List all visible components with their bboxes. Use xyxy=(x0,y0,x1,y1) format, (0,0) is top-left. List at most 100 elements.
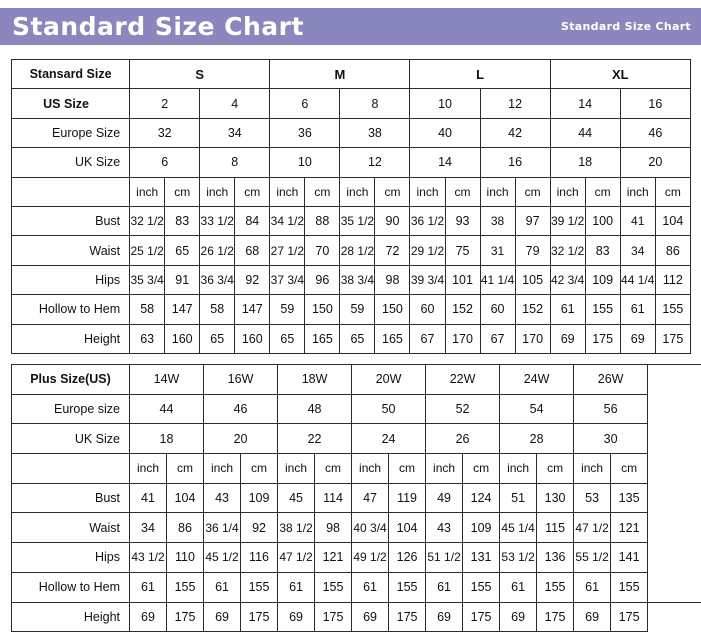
plus-size-16w: 16W xyxy=(203,364,279,395)
cell: 43 xyxy=(203,482,242,514)
cell: 59 xyxy=(339,294,376,325)
unit-cell: cm xyxy=(164,176,201,207)
cell: 44 xyxy=(128,393,205,425)
cell: 69 xyxy=(425,601,464,633)
cell: 30 xyxy=(573,423,649,455)
cell: 42 xyxy=(479,117,551,149)
cell: 155 xyxy=(462,571,501,603)
cell: 83 xyxy=(164,205,201,237)
cell: 69 xyxy=(573,601,612,633)
cell: 41 1/4 xyxy=(479,264,516,296)
standard-table-body: Stansard Size S M L XL US Size 2 4 6 8 1… xyxy=(10,58,692,354)
row-label: Hips xyxy=(11,542,130,573)
cell: 104 xyxy=(388,512,427,544)
cell: 63 xyxy=(129,323,166,354)
cell: 28 1/2 xyxy=(339,235,376,266)
plus-size-table: Plus Size(US) 14W 16W 18W 20W 22W 24W 26… xyxy=(11,364,701,633)
row-label: Bust xyxy=(10,205,131,237)
unit-cell: inch xyxy=(129,176,166,207)
row-label: Europe size xyxy=(11,393,130,425)
unit-cell: inch xyxy=(549,176,586,207)
cell: 130 xyxy=(536,482,575,514)
cell: 155 xyxy=(584,294,621,325)
cell: 31 xyxy=(479,235,516,266)
cell: 29 1/2 xyxy=(409,235,446,266)
cell: 35 3/4 xyxy=(129,264,166,296)
cell: 152 xyxy=(514,294,551,325)
cell: 165 xyxy=(304,323,341,354)
cell: 53 1/2 xyxy=(499,542,538,573)
cell: 10 xyxy=(409,88,481,119)
cell: 34 xyxy=(199,117,271,149)
cell: 65 xyxy=(269,323,306,354)
table-row: US Size 2 4 6 8 10 12 14 16 xyxy=(10,88,692,119)
cell: 18 xyxy=(128,423,205,455)
cell: 175 xyxy=(584,323,621,354)
cell: 109 xyxy=(584,264,621,296)
cell: 155 xyxy=(654,294,692,325)
cell: 155 xyxy=(314,571,353,603)
cell: 56 xyxy=(573,393,649,425)
unit-cell: inch xyxy=(269,176,306,207)
cell: 155 xyxy=(388,571,427,603)
cell: 69 xyxy=(129,601,167,633)
cell: 49 1/2 xyxy=(351,542,390,573)
cell: 52 xyxy=(425,393,501,425)
unit-cell: inch xyxy=(339,176,376,207)
row-label: Height xyxy=(11,601,130,633)
cell: 98 xyxy=(314,512,353,544)
unit-cell: inch xyxy=(351,453,390,484)
cell: 93 xyxy=(444,205,481,237)
cell: 68 xyxy=(234,235,271,266)
plus-row-label-header: Plus Size(US) xyxy=(11,364,130,395)
cell: 101 xyxy=(444,264,481,296)
cell: 40 3/4 xyxy=(351,512,390,544)
cell: 155 xyxy=(536,571,575,603)
unit-cell: cm xyxy=(514,176,551,207)
cell: 38 xyxy=(479,205,516,237)
cell: 50 xyxy=(351,393,427,425)
cell: 92 xyxy=(240,512,279,544)
plus-size-20w: 20W xyxy=(351,364,427,395)
cell: 4 xyxy=(199,88,271,119)
cell: 155 xyxy=(165,571,205,603)
cell: 69 xyxy=(277,601,316,633)
cell: 34 xyxy=(129,512,167,544)
cell: 36 1/4 xyxy=(203,512,242,544)
unit-cell: inch xyxy=(499,453,538,484)
cell: 27 1/2 xyxy=(269,235,306,266)
cell: 46 xyxy=(203,393,279,425)
cell: 61 xyxy=(277,571,316,603)
cell: 69 xyxy=(549,323,586,354)
cell: 48 xyxy=(277,393,353,425)
unit-cell: cm xyxy=(462,453,501,484)
row-label: Hollow to Hem xyxy=(10,294,131,325)
cell: 67 xyxy=(409,323,446,354)
cell: 160 xyxy=(164,323,201,354)
unit-cell: cm xyxy=(536,453,575,484)
cell: 12 xyxy=(479,88,551,119)
plus-size-18w: 18W xyxy=(277,364,353,395)
cell: 65 xyxy=(199,323,236,354)
cell: 32 1/2 xyxy=(129,205,166,237)
table-row: Europe size 44 46 48 50 52 54 56 xyxy=(11,393,701,425)
cell: 83 xyxy=(584,235,621,266)
cell: 45 xyxy=(277,482,316,514)
cell: 43 xyxy=(425,512,464,544)
unit-cell: cm xyxy=(240,453,279,484)
cell: 121 xyxy=(314,542,353,573)
size-group-xl: XL xyxy=(549,58,692,90)
cell: 155 xyxy=(610,571,649,603)
table-row: Hollow to Hem 58 147 58 147 59 150 59 15… xyxy=(10,294,692,325)
cell: 61 xyxy=(425,571,464,603)
cell: 45 1/2 xyxy=(203,542,242,573)
cell: 147 xyxy=(234,294,271,325)
cell: 61 xyxy=(129,571,167,603)
cell: 136 xyxy=(536,542,575,573)
cell: 141 xyxy=(610,542,649,573)
cell: 58 xyxy=(199,294,236,325)
cell: 32 1/2 xyxy=(549,235,586,266)
unit-row-spacer xyxy=(10,176,131,207)
cell: 43 1/2 xyxy=(129,542,167,573)
cell: 60 xyxy=(479,294,516,325)
